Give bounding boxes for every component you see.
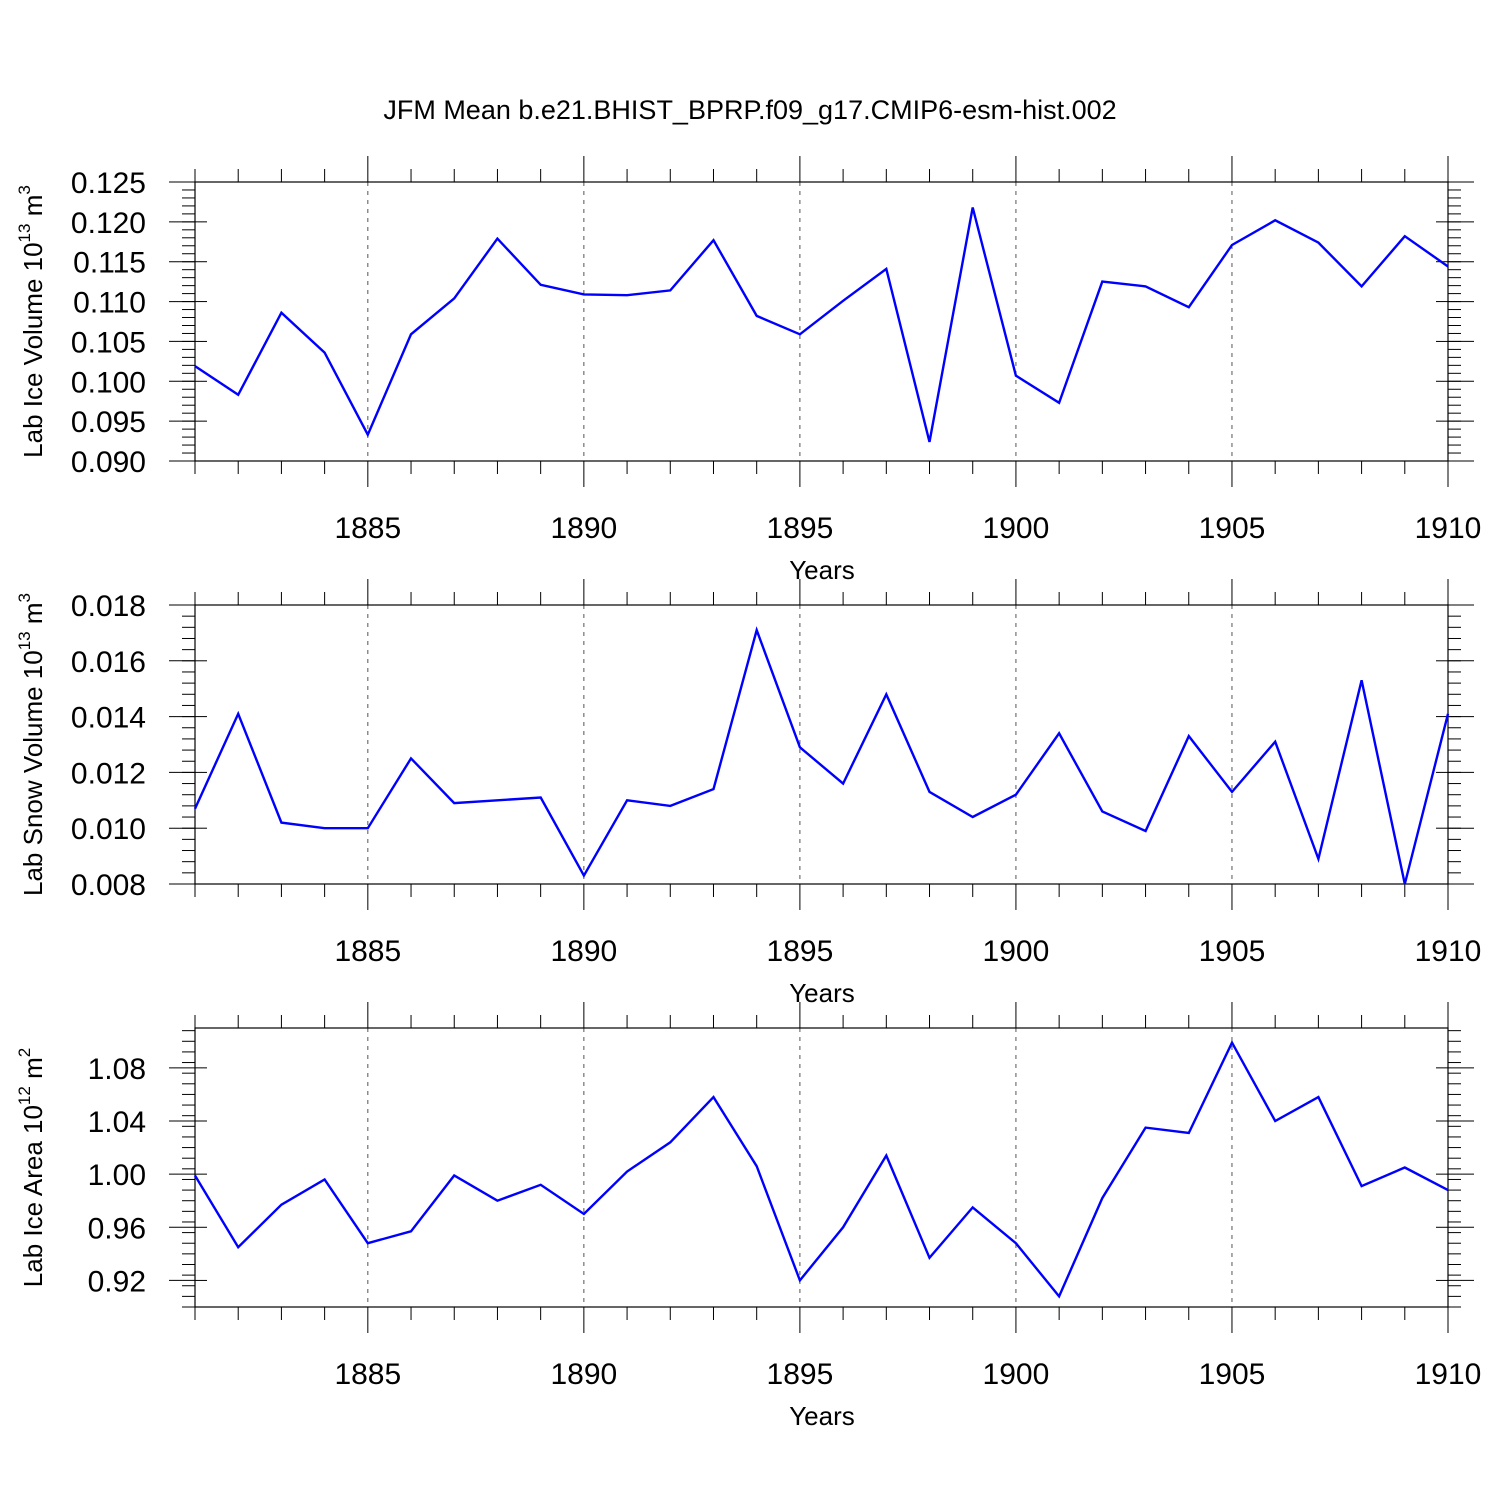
x-tick-label: 1890 [550,935,617,968]
y-axis-title-part: 3 [15,185,34,194]
data-series-line [193,626,1450,885]
x-tick-label: 1890 [550,512,617,545]
y-tick-label: 0.115 [73,247,146,280]
y-tick-label: 0.095 [71,406,146,439]
y-tick-label: 1.04 [88,1106,146,1139]
y-tick-label: 0.012 [71,757,146,790]
plot-frame [194,1027,1449,1308]
y-tick-label: 0.105 [71,326,146,359]
x-tick-label: 1885 [334,935,401,968]
x-tick-label: 1910 [1415,935,1482,968]
x-axis-title: Years [789,555,855,585]
y-tick-label: 0.090 [71,446,146,479]
y-tick-label: 0.110 [73,287,146,320]
y-axis-title-part: 13 [15,631,34,650]
y-axis-title: Lab Snow Volume 1013 m3 [15,593,48,896]
y-tick-label: 0.125 [71,167,146,200]
y-axis-title-part: m [18,1057,48,1086]
y-axis-title-part: Lab Ice Volume 10 [18,242,48,457]
x-tick-label: 1895 [767,512,834,545]
panel-3: 0.92 0.96 1.00 1.04 1.08 1885 1890 1895 1900 1905… [15,1002,1481,1431]
x-tick-label: 1910 [1415,1358,1482,1391]
plot-frame [194,181,1449,462]
x-tick-label: 1900 [983,1358,1050,1391]
x-tick-label: 1905 [1199,1358,1266,1391]
data-series-line [194,207,1449,443]
x-axis-title: Years [789,978,855,1008]
y-axis-title-part: m [18,195,48,224]
y-tick-label: 0.014 [71,702,146,735]
y-axis-title-part: 3 [15,593,34,602]
y-tick-label: 0.120 [71,207,146,240]
x-tick-label: 1895 [767,1358,834,1391]
y-axis-title-part: m [18,602,48,631]
x-tick-label: 1895 [767,935,834,968]
x-tick-label: 1900 [983,935,1050,968]
y-axis-title: Lab Ice Volume 1013 m3 [15,185,48,458]
plot-frame [194,604,1449,885]
y-axis-title-part: Lab Snow Volume 10 [18,650,48,896]
y-axis-title-part: 2 [15,1048,34,1057]
x-tick-label: 1885 [334,1358,401,1391]
y-tick-label: 0.100 [71,366,146,399]
x-tick-label: 1885 [334,512,401,545]
x-tick-label: 1890 [550,1358,617,1391]
data-series-line [193,1039,1449,1299]
y-axis-title-part: 13 [15,224,34,243]
y-tick-label: 1.00 [88,1159,146,1192]
y-tick-label: 0.016 [71,646,146,679]
y-axis-title-part: 12 [15,1086,34,1105]
x-tick-label: 1905 [1199,512,1266,545]
x-tick-label: 1910 [1415,512,1482,545]
x-tick-label: 1905 [1199,935,1266,968]
chart-title: JFM Mean b.e21.BHIST_BPRP.f09_g17.CMIP6-… [383,95,1116,125]
y-tick-label: 0.92 [88,1265,146,1298]
panel-2: 0.008 0.010 0.012 0.014 0.016 0.018 1885 1890 18… [15,579,1481,1008]
panel-1: 0.090 0.095 0.100 0.105 0.110 0.115 0.120 0.125… [15,156,1481,585]
y-axis-title: Lab Ice Area 1012 m2 [15,1048,48,1287]
y-tick-label: 1.08 [88,1053,146,1086]
y-tick-label: 0.018 [71,590,146,623]
y-axis-title-part: Lab Ice Area 10 [18,1105,48,1287]
y-tick-label: 0.010 [71,813,146,846]
y-tick-label: 0.96 [88,1212,146,1245]
x-axis-title: Years [789,1401,855,1431]
y-tick-label: 0.008 [71,869,146,902]
x-tick-label: 1900 [983,512,1050,545]
